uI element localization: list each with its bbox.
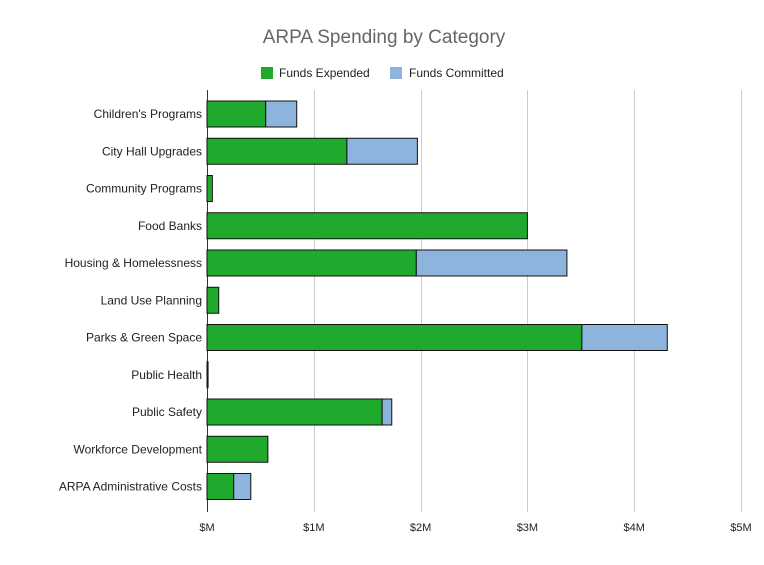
y-category-label: Food Banks xyxy=(138,219,202,233)
y-category-label: Workforce Development xyxy=(74,442,203,456)
bar-funds-expended xyxy=(206,137,348,165)
legend: Funds Expended Funds Committed xyxy=(261,66,504,80)
bar-funds-expended xyxy=(206,324,583,351)
y-category-label: Housing & Homelessness xyxy=(65,256,202,270)
bar-funds-committed xyxy=(233,473,252,500)
bar-funds-expended xyxy=(206,398,383,426)
y-category-label: City Hall Upgrades xyxy=(102,144,202,158)
y-category-label: Community Programs xyxy=(86,182,202,196)
y-category-label: Public Safety xyxy=(132,405,202,419)
x-tick-label: $4M xyxy=(623,522,644,534)
legend-swatch xyxy=(261,67,273,79)
x-tick-label: $1M xyxy=(303,522,324,534)
chart-title: ARPA Spending by Category xyxy=(263,27,506,48)
x-tick-label: $M xyxy=(199,522,214,534)
bar-funds-expended xyxy=(206,175,213,202)
bar-funds-committed xyxy=(265,100,298,128)
bar-funds-committed xyxy=(346,137,418,165)
legend-label: Funds Expended xyxy=(279,66,370,80)
bar-funds-expended xyxy=(206,212,528,240)
bar-funds-expended xyxy=(206,249,417,277)
bar-funds-expended xyxy=(206,100,267,128)
bar-funds-committed xyxy=(581,324,668,351)
bar-funds-expended xyxy=(206,435,269,463)
y-category-label: Children's Programs xyxy=(94,107,202,121)
legend-swatch xyxy=(390,67,402,79)
bar-funds-expended xyxy=(206,473,235,500)
bar-funds-expended xyxy=(206,361,209,389)
x-tick-label: $5M xyxy=(730,522,751,534)
bar-funds-expended xyxy=(206,286,220,314)
bars xyxy=(206,100,668,500)
bar-funds-committed xyxy=(415,249,568,277)
y-category-label: Parks & Green Space xyxy=(86,331,202,345)
legend-label: Funds Committed xyxy=(409,66,504,80)
bar-funds-committed xyxy=(381,398,393,426)
y-category-label: Public Health xyxy=(131,368,202,382)
y-category-label: Land Use Planning xyxy=(101,293,202,307)
x-axis-labels: $M $1M $2M $3M $4M $5M xyxy=(199,522,751,534)
x-tick-label: $3M xyxy=(517,522,538,534)
y-category-label: ARPA Administrative Costs xyxy=(59,480,202,494)
x-tick-label: $2M xyxy=(410,522,431,534)
y-axis-labels: Children's Programs City Hall Upgrades Com… xyxy=(59,107,203,494)
